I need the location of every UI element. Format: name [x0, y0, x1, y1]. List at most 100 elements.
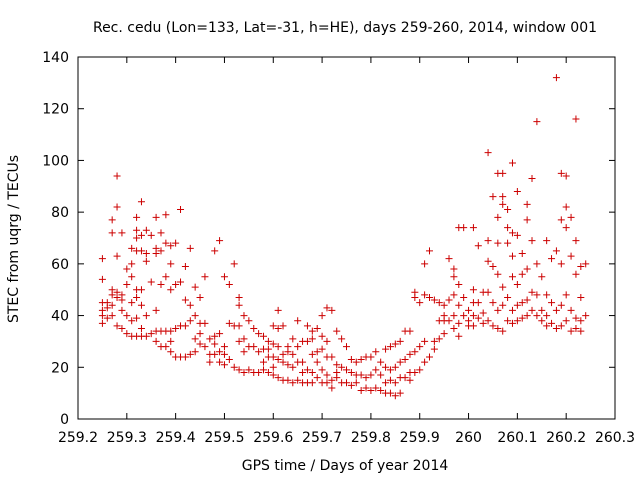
data-point — [284, 348, 292, 356]
data-point — [294, 317, 302, 325]
data-point — [347, 368, 355, 376]
data-point — [152, 250, 160, 258]
data-point — [220, 361, 228, 369]
data-point — [294, 343, 302, 351]
data-point — [469, 224, 477, 232]
data-point — [557, 260, 565, 268]
y-tick-label: 80 — [51, 205, 69, 221]
data-point — [108, 229, 116, 237]
data-point — [128, 244, 136, 252]
data-point — [206, 358, 214, 366]
data-point — [269, 371, 277, 379]
data-point — [137, 325, 145, 332]
data-point — [167, 260, 175, 268]
data-point — [318, 332, 326, 340]
data-point — [318, 366, 326, 374]
data-point — [508, 306, 516, 314]
data-point — [333, 374, 341, 382]
data-point — [518, 270, 526, 278]
data-point — [108, 301, 116, 309]
data-point — [108, 291, 116, 299]
data-point — [513, 231, 521, 239]
data-point — [499, 193, 507, 201]
data-point — [391, 392, 399, 400]
data-point — [177, 278, 185, 286]
data-point — [133, 213, 141, 221]
data-point — [123, 312, 131, 320]
data-point — [113, 293, 121, 301]
data-point — [430, 337, 438, 345]
data-point — [362, 374, 370, 382]
data-point — [421, 358, 429, 366]
data-point — [303, 337, 311, 345]
data-point — [255, 348, 263, 356]
data-point — [508, 252, 516, 260]
data-point — [118, 296, 126, 304]
data-point — [108, 312, 116, 320]
data-point — [577, 317, 585, 325]
data-point — [147, 278, 155, 286]
data-point — [572, 237, 580, 245]
data-point — [582, 312, 590, 320]
data-point — [191, 348, 199, 356]
data-point — [533, 312, 541, 320]
data-point — [396, 358, 404, 366]
data-point — [460, 293, 468, 301]
data-point — [108, 216, 116, 224]
data-point — [220, 350, 228, 358]
data-point — [552, 325, 560, 332]
data-point — [137, 286, 145, 294]
data-point — [455, 281, 463, 289]
data-point — [230, 260, 238, 268]
data-point — [299, 368, 307, 376]
data-point — [484, 257, 492, 265]
data-point — [142, 257, 150, 265]
data-point — [474, 314, 482, 322]
data-point — [523, 312, 531, 320]
data-point — [572, 270, 580, 278]
data-point — [455, 332, 463, 340]
data-point — [152, 213, 160, 221]
data-point — [186, 350, 194, 358]
x-tick-label: 260.3 — [595, 430, 635, 446]
data-point — [98, 319, 106, 327]
data-point — [230, 363, 238, 371]
data-point — [260, 332, 268, 340]
data-point — [118, 325, 126, 332]
data-point — [137, 247, 145, 255]
data-point — [177, 206, 185, 214]
data-point — [538, 306, 546, 314]
data-point — [191, 283, 199, 291]
data-point — [289, 335, 297, 343]
data-point — [528, 237, 536, 245]
data-point — [186, 317, 194, 325]
data-point — [450, 265, 458, 273]
data-point — [172, 239, 180, 247]
data-point — [172, 281, 180, 289]
data-point — [186, 244, 194, 252]
data-point — [484, 149, 492, 157]
data-point — [416, 366, 424, 374]
data-point — [528, 288, 536, 296]
data-point — [123, 281, 131, 289]
data-point — [460, 224, 468, 232]
data-point — [382, 363, 390, 371]
x-tick-label: 259.8 — [351, 430, 391, 446]
data-point — [499, 200, 507, 208]
data-point — [386, 343, 394, 351]
data-point — [264, 368, 272, 376]
data-point — [323, 304, 331, 312]
data-point — [523, 296, 531, 304]
data-points — [98, 74, 590, 400]
data-point — [157, 247, 165, 255]
data-point — [494, 213, 502, 221]
data-point — [201, 343, 209, 351]
data-point — [118, 229, 126, 237]
data-point — [421, 337, 429, 345]
y-tick-label: 0 — [60, 412, 69, 428]
data-point — [469, 322, 477, 330]
data-point — [328, 306, 336, 314]
data-point — [216, 358, 224, 366]
data-point — [128, 299, 136, 307]
data-point — [274, 325, 282, 332]
